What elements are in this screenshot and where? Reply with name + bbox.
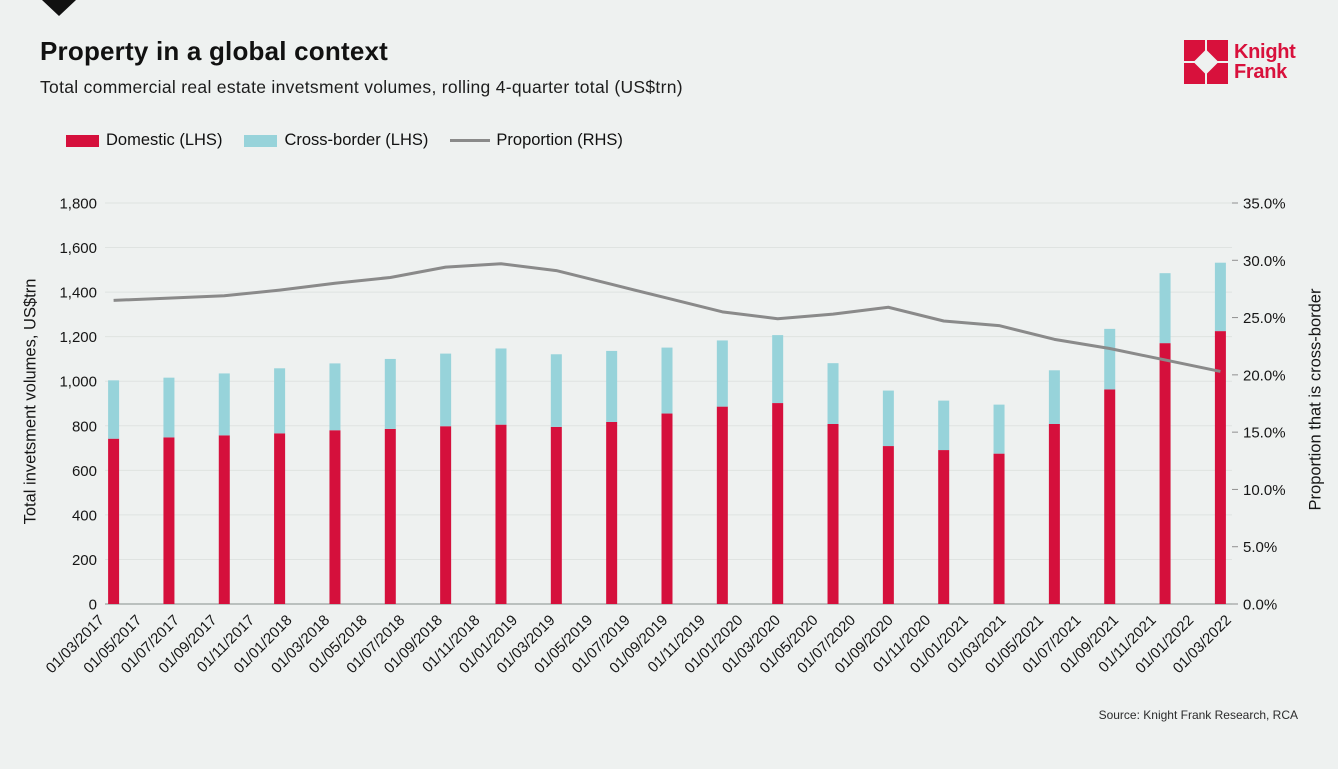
bar-domestic (384, 428, 396, 604)
bar-cross-border (1214, 262, 1226, 332)
right-axis-tick-label: 10.0% (1243, 482, 1286, 499)
right-axis-tick-label: 20.0% (1243, 367, 1286, 384)
bar-domestic (1048, 423, 1060, 604)
left-axis-tick-label: 200 (72, 552, 97, 569)
bar-cross-border (993, 404, 1005, 454)
legend-item-proportion: Proportion (RHS) (450, 131, 623, 150)
right-axis-tick-label: 0.0% (1243, 597, 1277, 614)
bar-cross-border (827, 363, 839, 424)
left-axis-tick-label: 400 (72, 507, 97, 524)
right-axis-tick-label: 5.0% (1243, 539, 1277, 556)
bar-domestic (661, 413, 673, 604)
knight-frank-logo-icon (1184, 40, 1228, 84)
bar-domestic (495, 424, 507, 604)
logo-mark-piece (1207, 40, 1228, 61)
left-axis-tick-label: 800 (72, 418, 97, 435)
bar-domestic (440, 426, 452, 604)
bar-domestic (882, 446, 894, 604)
left-axis-tick-label: 1,200 (59, 329, 97, 346)
legend-item-cross-border: Cross-border (LHS) (244, 131, 428, 150)
logo-mark-piece (1184, 40, 1205, 61)
bar-domestic (550, 426, 562, 604)
bar-cross-border (163, 377, 175, 438)
bar-cross-border (938, 400, 950, 451)
legend-swatch-cross-border (244, 134, 278, 147)
bar-cross-border (384, 358, 396, 429)
page-title: Property in a global context (40, 36, 388, 66)
left-axis-tick-label: 1,600 (59, 240, 97, 257)
bar-domestic (274, 433, 286, 604)
bar-cross-border (1104, 328, 1116, 390)
bar-cross-border (495, 348, 507, 425)
bar-domestic (218, 435, 230, 604)
legend-label: Domestic (LHS) (106, 131, 223, 149)
logo-word-frank: Frank (1234, 61, 1287, 83)
left-axis-tick-label: 0 (89, 597, 97, 614)
right-axis-tick-label: 25.0% (1243, 310, 1286, 327)
bar-cross-border (108, 380, 120, 439)
bar-domestic (1214, 331, 1226, 604)
bar-domestic (1159, 343, 1171, 604)
bar-cross-border (1048, 370, 1060, 424)
legend-line-proportion (450, 138, 491, 143)
bar-cross-border (329, 363, 341, 431)
bar-cross-border (440, 353, 452, 427)
proportion-line (113, 262, 1221, 373)
knight-frank-logo: Knight Frank (1184, 40, 1296, 84)
bar-domestic (1104, 389, 1116, 604)
bar-domestic (993, 453, 1005, 604)
bar-domestic (163, 437, 175, 604)
bar-domestic (606, 421, 618, 604)
right-axis-tick-label: 35.0% (1243, 196, 1286, 213)
bar-domestic (827, 423, 839, 604)
bar-cross-border (550, 354, 562, 427)
bar-cross-border (661, 347, 673, 414)
chart-legend: Domestic (LHS) Cross-border (LHS) Propor… (66, 131, 623, 150)
logo-word-knight: Knight (1234, 41, 1296, 63)
bar-cross-border (716, 340, 728, 407)
bar-cross-border (772, 335, 784, 404)
bar-domestic (716, 406, 728, 604)
bar-cross-border (218, 373, 230, 436)
right-axis-tick-label: 15.0% (1243, 425, 1286, 442)
knight-frank-wordmark: Knight Frank (1234, 42, 1296, 84)
legend-swatch-domestic (66, 134, 99, 147)
source-note: Source: Knight Frank Research, RCA (1098, 708, 1298, 722)
left-axis-tick-label: 600 (72, 463, 97, 480)
bar-cross-border (1159, 273, 1171, 344)
logo-mark-piece (1207, 63, 1228, 84)
logo-mark-piece (1184, 63, 1205, 84)
legend-label: Proportion (RHS) (496, 131, 623, 149)
left-axis-tick-label: 1,400 (59, 285, 97, 302)
bar-domestic (938, 450, 950, 604)
bar-cross-border (606, 350, 618, 422)
bar-domestic (329, 430, 341, 604)
right-axis-tick-label: 30.0% (1243, 253, 1286, 270)
legend-item-domestic: Domestic (LHS) (66, 131, 222, 150)
legend-label: Cross-border (LHS) (284, 131, 429, 149)
bar-domestic (108, 438, 120, 604)
bar-cross-border (882, 390, 894, 447)
left-axis-tick-label: 1,000 (59, 374, 97, 391)
page-subtitle: Total commercial real estate invetsment … (40, 77, 683, 97)
left-axis-tick-label: 1,800 (59, 196, 97, 213)
bar-cross-border (274, 368, 286, 434)
bar-domestic (772, 403, 784, 604)
